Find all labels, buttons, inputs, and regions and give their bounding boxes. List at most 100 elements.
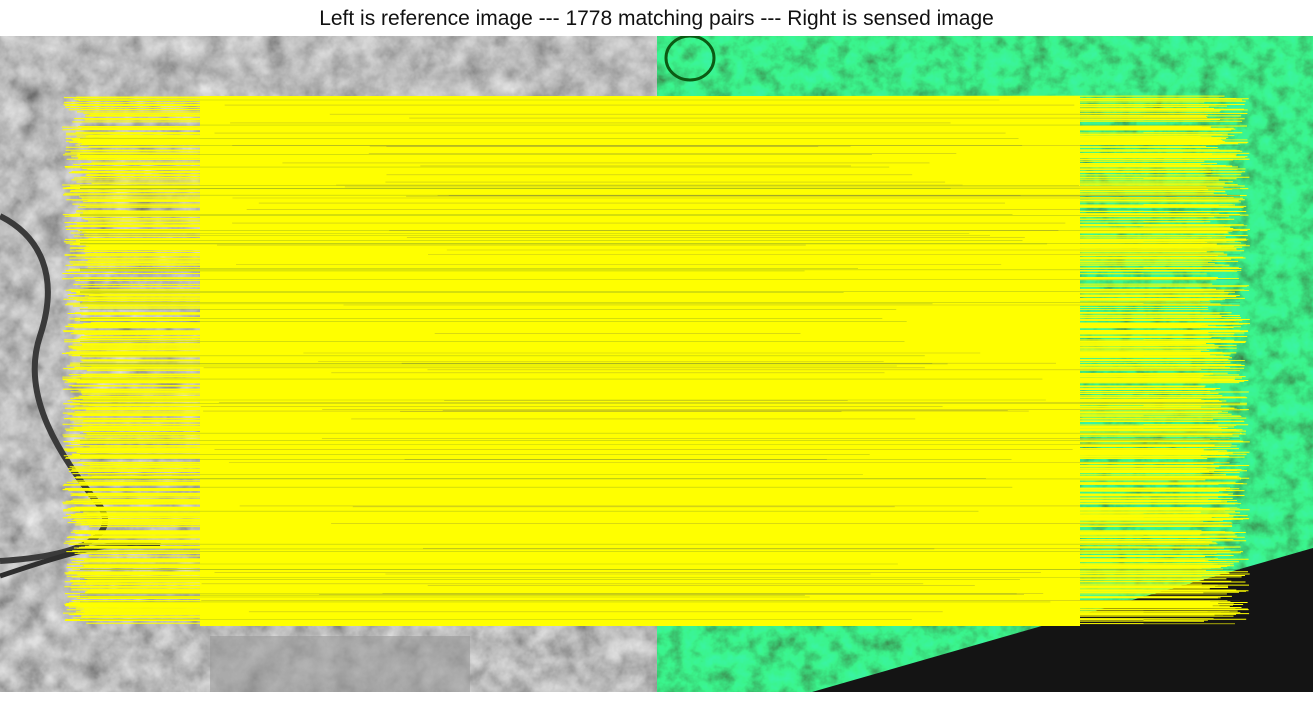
match-line [82, 167, 1246, 170]
match-line [77, 550, 1227, 553]
match-line [72, 479, 1206, 482]
match-line [81, 585, 1202, 588]
match-line [75, 98, 1249, 101]
match-line [70, 589, 1249, 592]
match-line [85, 453, 1229, 455]
match-line [70, 361, 1231, 364]
match-line [78, 395, 1223, 397]
match-line [85, 509, 1250, 512]
match-line [89, 519, 1201, 521]
match-line [85, 372, 1228, 375]
match-line [85, 252, 1207, 255]
match-line [88, 146, 1218, 148]
match-line [66, 567, 1202, 569]
match-line [84, 118, 1245, 121]
match-line [73, 325, 1216, 327]
match-line [66, 481, 1244, 484]
match-line [79, 308, 1209, 310]
match-line [85, 573, 1222, 575]
match-line [84, 319, 1236, 321]
match-line [64, 388, 1221, 390]
match-line [80, 149, 1220, 151]
match-line [72, 453, 1247, 456]
match-line [88, 237, 1247, 240]
match-line [78, 125, 1248, 127]
match-line [70, 531, 1234, 534]
match-line [85, 285, 1249, 288]
village-block [210, 636, 470, 692]
match-line [70, 539, 1206, 542]
match-line [63, 402, 1248, 405]
match-line [71, 385, 1205, 388]
match-line [83, 353, 1231, 356]
match-line [87, 578, 1227, 581]
match-line [86, 514, 1248, 517]
match-line [62, 489, 1233, 491]
match-line [84, 464, 1250, 466]
match-line [63, 435, 1240, 438]
match-line [86, 521, 1232, 523]
match-line [72, 347, 1237, 350]
match-line [71, 560, 1206, 563]
match-line [76, 254, 1228, 257]
match-line [72, 415, 1242, 417]
match-line [62, 214, 1249, 216]
match-line [71, 468, 1207, 471]
match-line [69, 345, 1219, 348]
match-line [84, 512, 1241, 515]
match-line [82, 212, 1220, 215]
match-line [69, 247, 1203, 249]
match-line [73, 476, 1224, 478]
match-line [65, 444, 1215, 447]
match-line [90, 205, 1229, 208]
match-line [90, 245, 1218, 247]
match-line [89, 277, 1239, 279]
match-line [67, 417, 1213, 420]
match-line [65, 619, 1208, 621]
match-line [65, 326, 1234, 328]
match-line [83, 569, 1207, 571]
match-line [89, 543, 1218, 546]
match-line [69, 256, 1244, 259]
match-line [74, 317, 1242, 319]
match-line [84, 119, 1211, 122]
match-line [90, 316, 1222, 319]
road-curve-2 [0, 540, 161, 579]
match-line [72, 472, 1201, 475]
match-line [64, 253, 1228, 256]
match-line [69, 318, 1250, 320]
match-line [65, 166, 1213, 169]
match-line [81, 314, 1240, 316]
match-line [84, 565, 1228, 567]
match-line [71, 466, 1216, 469]
match-line [70, 579, 1204, 581]
match-line [87, 492, 1228, 495]
match-line [65, 379, 1234, 381]
match-line [80, 108, 1248, 111]
match-line [90, 341, 1246, 343]
match-line [63, 508, 1230, 511]
match-line [69, 456, 1204, 458]
match-line [82, 425, 1235, 428]
match-line [72, 163, 1226, 166]
image-canvas [0, 36, 1313, 692]
match-line [71, 355, 1230, 357]
match-line [63, 97, 1237, 99]
match-line [73, 447, 1240, 450]
match-line [70, 150, 1243, 153]
match-line [70, 107, 1215, 109]
match-line [67, 294, 1212, 296]
match-line [80, 187, 1249, 190]
match-line [64, 620, 1205, 622]
match-line [67, 365, 1210, 368]
match-line [66, 450, 1219, 453]
match-line [68, 296, 1237, 298]
match-line [62, 423, 1237, 426]
match-line [72, 224, 1231, 227]
match-line [63, 455, 1230, 457]
match-line [82, 168, 1206, 170]
match-line [74, 536, 1210, 539]
match-lines [61, 95, 1251, 626]
match-line [75, 607, 1242, 609]
match-line [66, 608, 1248, 611]
